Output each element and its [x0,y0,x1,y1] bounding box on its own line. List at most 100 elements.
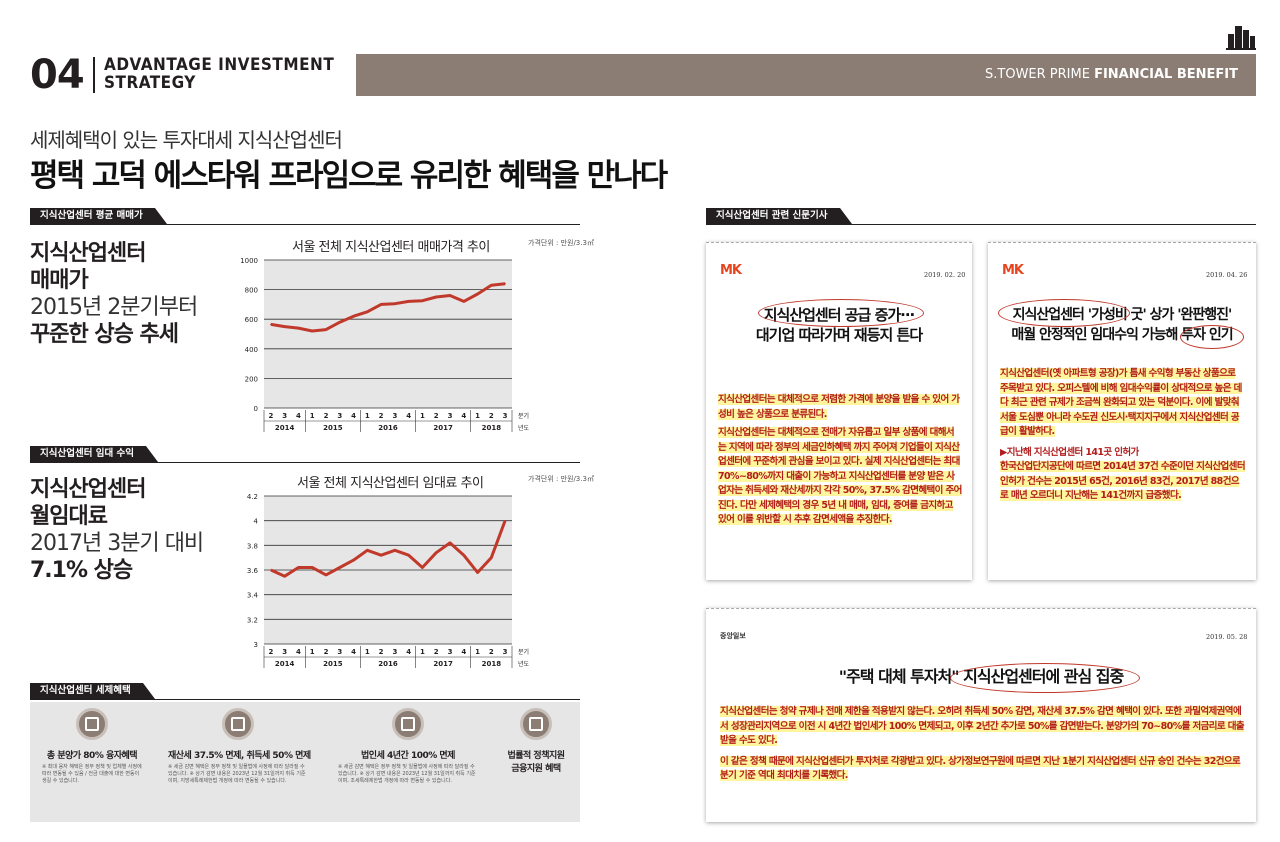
news-paragraph: 지식산업센터는 대체적으로 전매가 자유롭고 일부 상품에 대해서는 지역에 따… [718,427,962,525]
mk-logo: MK [1002,263,1024,278]
news-body: 지식산업센터는 청약 규제나 전매 제한을 적용받지 않는다. 오히려 취득세 … [720,705,1246,784]
section-title: ADVANTAGE INVESTMENT STRATEGY [104,56,334,92]
y-tick-label: 3.6 [247,567,259,575]
x-tick-label: 2 [324,648,329,656]
news-date: 2019. 05. 28 [1206,633,1248,641]
x-tick-label: 2 [379,648,384,656]
mk-logo: MK [720,263,742,278]
tax-benefit-property: 재산세 37.5% 면제, 취득세 50% 면제 ※ 세금 감면 혜택은 정부 … [168,708,311,785]
x-tick-label: 3 [448,412,453,420]
handshake-icon [392,708,424,740]
summary-line: 2015년 2분기부터 [30,295,198,320]
section-rule [706,224,1256,225]
y-tick-label: 4 [254,518,259,526]
news-date: 2019. 02. 20 [924,271,966,279]
year-label: 2018 [482,424,502,432]
summary-line: 월임대료 [30,504,108,529]
y-tick-label: 3.8 [247,542,258,550]
plot-area [264,260,512,408]
data-point [325,328,327,331]
data-point [297,327,300,329]
tax-benefit-corporate: 법인세 4년간 100% 면제 ※ 세금 감면 혜택은 정부 정책 및 일몰법에… [338,708,478,785]
tax-benefit-policy: 법률적 정책지원 금융지원 혜택 [492,708,580,774]
data-point [380,303,382,306]
news-paragraph: 이 같은 정책 때문에 지식산업센터가 투자처로 각광받고 있다. 상가정보연구… [720,755,1241,781]
paper-name: MK [1002,263,1024,278]
news-subheading: ▶지난해 지식산업센터 141곳 인허가 [1000,446,1139,458]
x-tick-label: 4 [406,412,411,420]
section-tab: 지식산업센터 평균 매매가 [30,208,167,224]
section-label-sale-price: 지식산업센터 평균 매매가 [30,208,580,225]
x-tick-label: 3 [448,648,453,656]
x-tick-label: 2 [434,648,439,656]
section-rule [30,699,580,700]
section-rule [30,224,580,225]
house-loan-icon [76,708,108,740]
summary-line: 지식산업센터 [30,477,146,502]
section-label-rental-income: 지식산업센터 임대 수익 [30,446,580,463]
chart-title: 서울 전체 지식산업센터 매매가격 추이 [292,240,490,255]
section-tab: 지식산업센터 세제혜택 [30,683,155,699]
policy-house-icon [520,708,552,740]
x-axis-label: 년도 [518,424,530,432]
year-label: 2018 [482,660,502,668]
summary-line: 7.1% 상승 [30,558,133,583]
main-headline: 평택 고덕 에스타워 프라임으로 유리한 혜택을 만나다 [30,158,668,194]
summary-line: 매매가 [30,268,89,293]
chart-unit: 가격단위 : 만원/3.3㎡ [528,475,594,483]
data-point [407,300,410,303]
x-tick-label: 1 [420,648,425,656]
x-tick-label: 4 [461,648,466,656]
year-label: 2017 [433,660,453,668]
data-point [394,302,396,305]
tax-benefit-panel [30,702,580,822]
tax-benefit-label: 총 분양가 80% 융자혜택 [46,751,138,761]
x-tick-label: 1 [310,412,315,420]
x-tick-label: 4 [461,412,466,420]
year-label: 2017 [433,424,453,432]
x-tick-label: 3 [337,412,342,420]
data-point [407,554,410,556]
header-bar-bold: FINANCIAL BENEFIT [1094,67,1238,82]
news-paragraph: 지식산업센터는 청약 규제나 전매 제한을 적용받지 않는다. 오히려 취득세 … [720,706,1245,746]
news-paragraph: 한국산업단지공단에 따르면 2014년 37건 수준이던 지식산업센터 인허가 … [1000,461,1246,501]
news-body: 지식산업센터는 대체적으로 저렴한 가격에 분양을 받을 수 있어 가성비 높은… [718,393,962,528]
paper-name: 중앙일보 [720,632,746,640]
y-tick-label: 3.2 [247,616,258,624]
header-divider [93,57,95,93]
x-tick-label: 3 [503,648,508,656]
news-body: 지식산업센터(옛 아파트형 공장)가 틈새 수익형 부동산 상품으로 주목받고 … [1000,367,1246,504]
data-point [462,300,465,303]
x-tick-label: 3 [392,648,397,656]
y-tick-label: 4.2 [247,493,258,501]
section-tab: 지식산업센터 관련 신문기사 [706,208,851,224]
data-point [366,549,369,552]
tax-benefit-label: 재산세 37.5% 면제, 취득세 50% 면제 [168,751,311,761]
data-point [490,556,493,559]
tax-benefit-label: 금융지원 혜택 [511,764,561,774]
chart-unit: 가격단위 : 만원/3.3㎡ [528,239,594,247]
data-point [476,571,479,574]
data-point [311,566,314,569]
year-label: 2015 [323,424,343,432]
tax-benefit-loan: 총 분양가 80% 융자혜택 ※ 최대 융자 혜택은 정부 정책 및 업체별 사… [42,708,142,785]
x-tick-label: 1 [365,648,370,656]
x-tick-label: 1 [420,412,425,420]
news-card: MK 2019. 04. 26 지식산업센터 '가성비 굿' 상가 '완판행진'… [988,242,1256,580]
news-card: MK 2019. 02. 20 지식산업센터 공급 증가··· 대기업 따라가며… [706,242,972,580]
data-point [504,519,506,522]
tax-benefit-desc: ※ 세금 감면 혜택은 정부 정책 및 일몰법에 사정에 따라 달라질 수 있습… [168,764,306,784]
data-point [283,575,286,577]
chart-title: 서울 전체 지식산업센터 임대료 추이 [297,476,484,491]
y-tick-label: 600 [245,316,258,324]
sub-headline: 세제혜택이 있는 투자대세 지식산업센터 [30,128,343,152]
data-point [366,311,369,313]
data-point [311,330,314,332]
data-point [270,569,272,571]
series-line [270,520,507,578]
sale-price-summary: 지식산업센터 매매가 2015년 2분기부터 꾸준한 상승 추세 [30,240,198,348]
data-point [283,325,286,328]
year-label: 2014 [275,424,295,432]
news-date: 2019. 04. 26 [1206,271,1248,279]
